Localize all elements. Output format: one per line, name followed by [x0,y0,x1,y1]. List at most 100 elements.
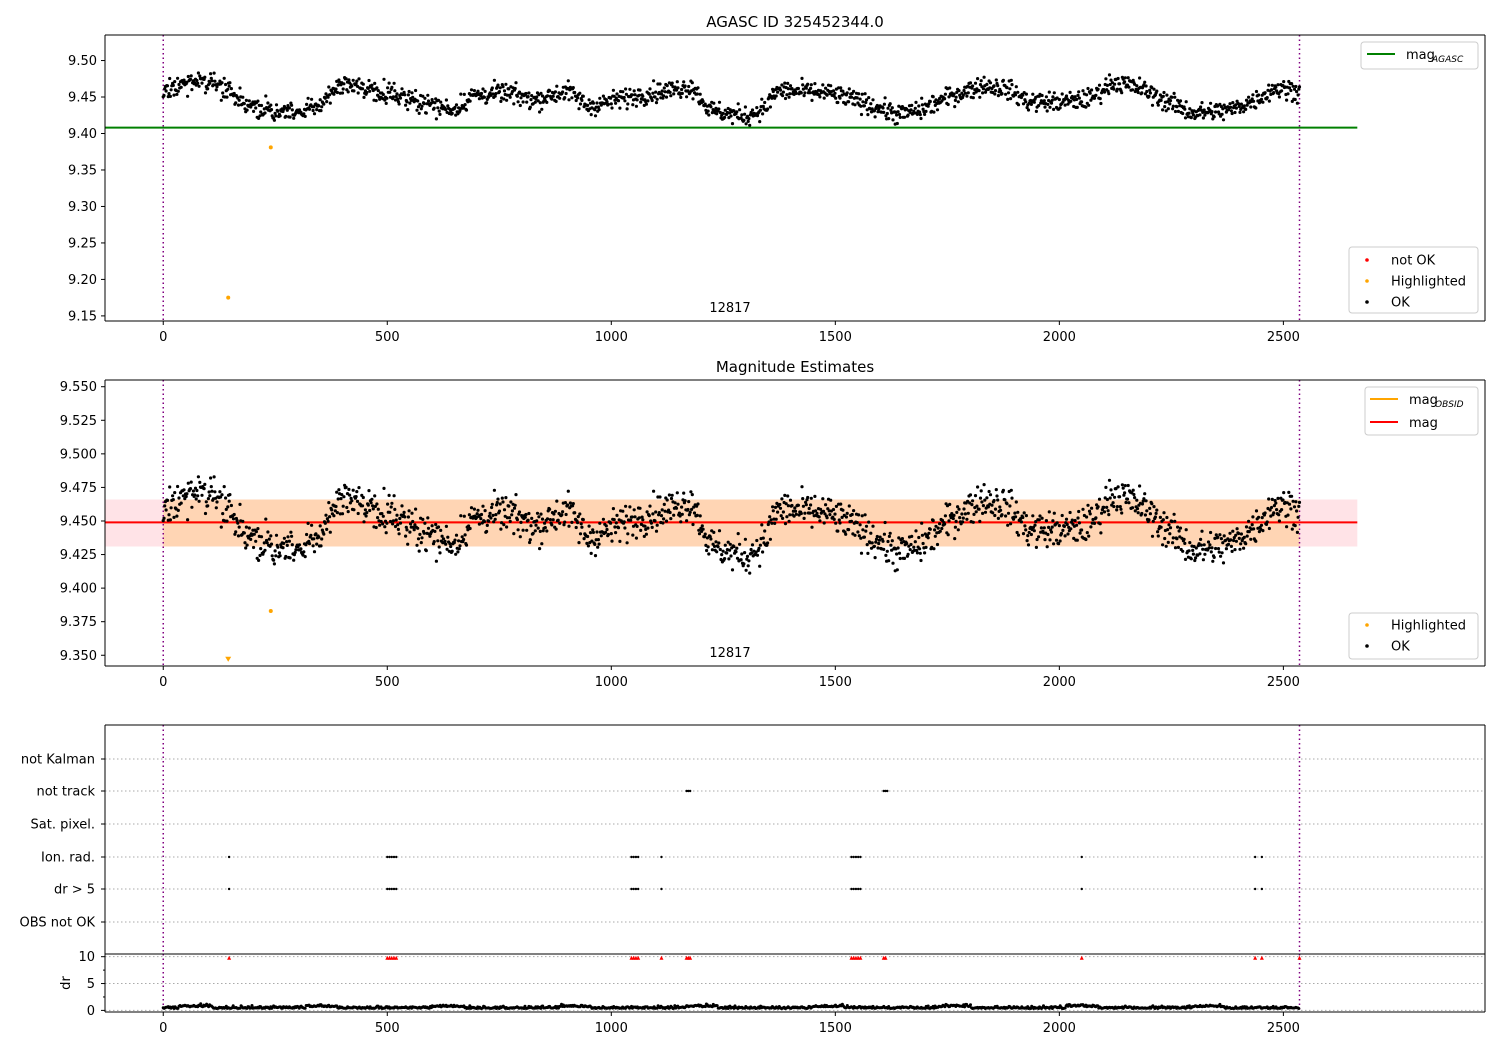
ok-point [895,121,899,126]
ok-point [335,490,339,494]
ok-point [1063,534,1067,538]
ok-point [326,519,330,523]
ok-point [1229,538,1233,542]
ok-point [373,81,377,85]
ok-point [1277,513,1281,517]
ok-point [1116,76,1120,81]
ok-point [581,518,585,522]
flag-point [392,887,396,891]
ok-point [792,514,796,518]
ok-point [226,505,230,509]
ok-point [269,103,273,107]
ok-point [450,111,454,115]
ok-point [595,530,599,534]
ok-point [875,534,879,539]
ok-point [196,81,200,85]
ok-point [492,520,496,524]
ok-point [515,518,520,522]
ok-point [866,113,870,117]
highlighted-point [268,608,273,613]
ok-point [1267,526,1271,531]
x-tick-label: 1000 [595,675,628,690]
flag-point [630,887,633,891]
ok-point [981,511,985,515]
ok-point [195,488,199,493]
ok-point [1159,98,1163,102]
legend-line-subscript: OBSID [1435,400,1464,410]
ok-point [686,507,690,512]
ok-point [355,490,359,494]
ok-point [1244,525,1249,529]
ok-point [1166,100,1170,104]
ok-point [730,568,735,572]
ok-point [698,514,702,518]
ok-point [971,96,975,100]
ok-point [311,544,315,548]
ok-point [1234,106,1238,110]
ok-point [256,99,260,103]
dr-clipped-marker [883,955,888,960]
ok-point [786,87,791,91]
ok-point [667,508,671,512]
ok-point [394,518,398,522]
ok-point [983,498,987,502]
flag-point [859,855,862,859]
ok-point [1023,524,1027,528]
ok-point [1166,540,1170,545]
ok-point [566,503,570,507]
ok-point [453,105,457,109]
ok-point [809,86,813,90]
ok-point [814,509,818,513]
ok-point [586,534,590,539]
ok-point [370,83,374,87]
ok-point [624,87,628,91]
ok-point [535,95,539,99]
ok-point [247,99,251,103]
ok-point [574,525,578,530]
ok-point [299,547,303,551]
ok-point [242,531,246,535]
ok-point [1115,87,1119,91]
ok-point [982,483,986,487]
ok-point [679,95,683,99]
ok-point [1220,112,1224,116]
ok-point [838,521,842,525]
ok-point [468,526,472,531]
ok-point [1049,101,1054,105]
ok-point [923,551,927,555]
ok-point [978,519,982,524]
ok-point [739,558,743,562]
ok-point [319,109,323,113]
ok-point [662,86,666,90]
ok-point [889,108,893,112]
ok-point [667,493,672,497]
ok-point [432,106,436,110]
ok-point [634,104,639,108]
legend-marker-not-ok [1365,258,1369,262]
ok-point [859,104,863,108]
ok-point [1274,501,1278,505]
ok-point [202,487,206,491]
ok-point [755,114,760,118]
ok-point [1171,536,1175,540]
ok-point [1254,539,1258,543]
ok-point [462,105,466,109]
ok-point [669,517,673,521]
ok-point [194,497,198,501]
flag-point [1260,887,1264,891]
ok-point [436,106,440,110]
ok-point [898,115,902,119]
ok-point [508,95,512,99]
ok-point [682,491,686,495]
ok-point [406,93,410,97]
ok-point [328,530,332,534]
ok-point [1247,95,1251,99]
ok-point [882,102,887,106]
ok-point [528,538,532,542]
flag-point [688,789,692,793]
ok-point [1024,100,1028,104]
ok-point [587,524,591,528]
ok-point [1073,95,1077,99]
ok-point [831,507,836,512]
ok-point [610,106,614,110]
